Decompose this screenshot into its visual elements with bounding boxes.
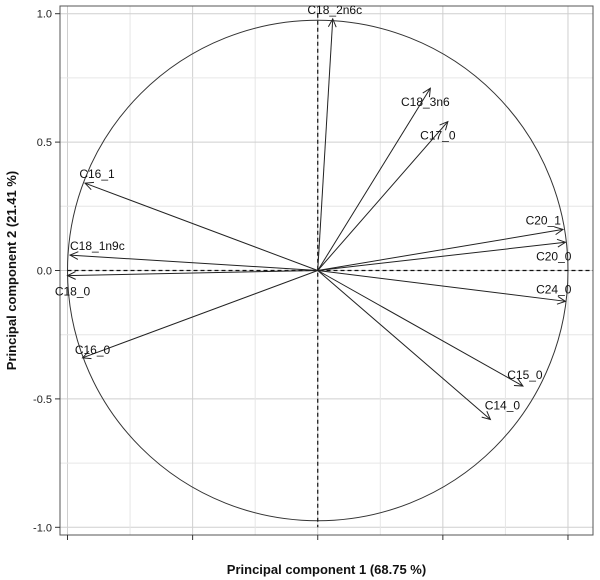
loading-label: C18_2n6c [307,3,362,17]
loading-label: C15_0 [507,368,543,382]
loading-arrow [317,87,431,271]
loading-arrow [317,241,566,271]
loading-arrowhead [66,271,76,280]
loading-label: C20_1 [526,213,562,227]
y-tick-label: 1.0 [37,9,52,21]
loading-arrow [317,18,334,271]
loading-label: C14_0 [485,398,521,412]
loading-label: C18_1n9c [70,239,125,253]
loading-arrowhead [439,120,449,131]
loading-arrow [82,270,318,359]
loading-label: C18_0 [55,285,91,299]
loading-arrow [317,270,524,387]
loading-label: C17_0 [420,129,456,143]
loading-arrow [317,270,491,420]
loading-arrowhead [556,296,567,305]
zero-lines [67,13,593,528]
loading-arrowhead [83,181,95,191]
loading-arrow [317,228,564,271]
axis-ticks: -1.0 -0.5 0.0 0.5 1.0 [33,9,569,540]
y-tick-label: 0.0 [37,266,52,278]
loading-arrow [67,270,318,277]
loading-arrows [66,17,567,421]
loading-arrowhead [68,251,79,260]
loading-arrowhead [422,87,431,98]
y-tick-label: -1.0 [33,522,52,534]
y-axis-title: Principal component 2 (21.41 %) [4,171,19,370]
loading-labels: C18_2n6c C18_3n6 C17_0 C16_1 C20_1 C20_0 C18_1… [55,3,572,413]
x-axis-title: Principal component 1 (68.75 %) [227,562,426,577]
loading-arrowhead [481,410,492,421]
loading-label: C24_0 [536,282,572,296]
loading-arrowhead [513,378,524,387]
loading-label: C20_0 [536,249,572,263]
loading-arrowhead [327,17,337,28]
loading-label: C16_0 [75,343,111,357]
loading-arrow [69,254,318,271]
y-tick-label: -0.5 [33,394,52,406]
loading-arrow [317,270,566,302]
loading-label: C16_1 [79,167,115,181]
loading-arrowhead [556,238,567,248]
loading-arrowhead [81,350,92,360]
loading-arrow [317,121,449,271]
loading-label: C18_3n6 [401,95,450,109]
loading-arrowhead [554,226,565,236]
loading-arrow [84,182,318,271]
y-tick-label: 0.5 [37,137,52,149]
